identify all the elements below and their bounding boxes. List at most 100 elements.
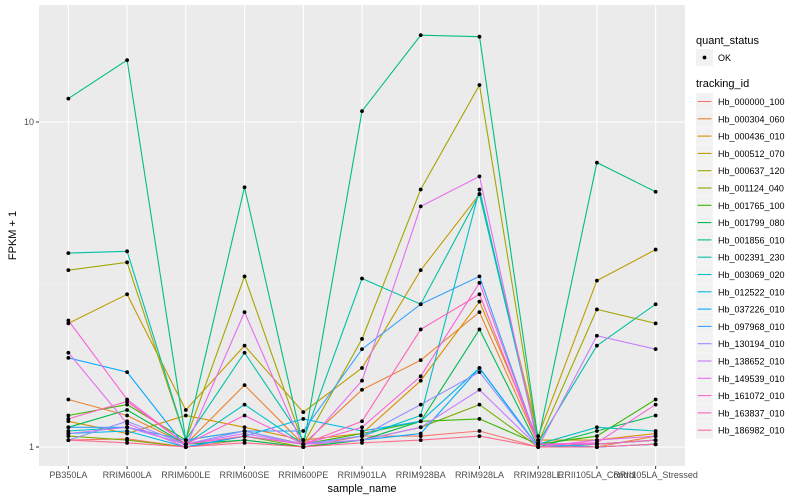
data-point-Hb_002391_230 xyxy=(653,302,658,307)
data-point-Hb_000512_070 xyxy=(242,343,247,348)
data-point-Hb_001856_010 xyxy=(595,160,599,165)
data-point-Hb_163837_010 xyxy=(418,327,423,332)
data-point-Hb_186982_010 xyxy=(595,445,599,449)
data-point-Hb_000304_060 xyxy=(66,397,71,402)
data-point-Hb_138652_010 xyxy=(125,425,129,430)
data-point-Hb_163837_010 xyxy=(477,292,482,297)
x-tick-label: RRIM600PE xyxy=(278,470,328,480)
data-point-Hb_003069_020 xyxy=(653,429,658,433)
legend-label-Hb_097968_010: Hb_097968_010 xyxy=(718,322,785,332)
data-point-Hb_000637_120 xyxy=(595,307,599,312)
data-point-Hb_186982_010 xyxy=(477,434,482,439)
data-point-Hb_000637_120 xyxy=(477,83,482,87)
data-point-Hb_012522_010 xyxy=(301,417,306,421)
data-point-Hb_001799_080 xyxy=(477,327,482,332)
y-axis: 1 10 xyxy=(24,117,39,452)
legend-label-Hb_012522_010: Hb_012522_010 xyxy=(718,287,785,297)
data-point-Hb_037226_010 xyxy=(66,355,71,360)
data-point-Hb_002391_230 xyxy=(66,251,71,256)
x-axis-title: sample_name xyxy=(327,483,396,495)
data-point-Hb_138652_010 xyxy=(360,438,364,443)
data-point-Hb_149539_010 xyxy=(418,204,423,209)
data-point-Hb_163837_010 xyxy=(66,417,71,421)
legend-label-Hb_003069_020: Hb_003069_020 xyxy=(718,270,785,280)
data-point-Hb_001856_010 xyxy=(242,185,247,190)
data-point-Hb_163837_010 xyxy=(125,399,129,404)
data-point-Hb_003069_020 xyxy=(242,402,247,407)
legend-label-Hb_001799_080: Hb_001799_080 xyxy=(718,218,785,228)
data-point-Hb_001765_100 xyxy=(595,434,599,439)
data-point-Hb_130194_010 xyxy=(477,370,482,375)
data-point-Hb_001799_080 xyxy=(242,438,247,443)
data-point-Hb_149539_010 xyxy=(125,421,129,426)
data-point-Hb_002391_230 xyxy=(301,438,306,443)
data-point-Hb_001124_040 xyxy=(477,402,482,407)
data-point-Hb_186982_010 xyxy=(360,440,364,445)
legend-label-Hb_001856_010: Hb_001856_010 xyxy=(718,235,785,245)
x-tick-label: RRII105LA_Stressed xyxy=(613,470,698,480)
x-axis: PB350LA RRIM600LA RRIM600LE RRIM600SE RRIM60… xyxy=(49,466,698,480)
data-point-Hb_186982_010 xyxy=(418,438,423,443)
data-point-Hb_012522_010 xyxy=(125,429,129,433)
data-point-Hb_001856_010 xyxy=(360,109,364,114)
data-point-Hb_097968_010 xyxy=(418,302,423,307)
legend-label-Hb_000304_060: Hb_000304_060 xyxy=(718,114,785,124)
data-point-Hb_000512_070 xyxy=(653,247,658,252)
data-point-Hb_000512_070 xyxy=(418,268,423,273)
data-point-Hb_186982_010 xyxy=(242,440,247,445)
data-point-Hb_037226_010 xyxy=(418,431,423,436)
data-point-Hb_001765_100 xyxy=(66,413,71,418)
data-point-Hb_001124_040 xyxy=(125,438,129,443)
legend-label-Hb_000436_010: Hb_000436_010 xyxy=(718,132,785,142)
data-point-Hb_002391_230 xyxy=(125,249,129,254)
x-tick-label: RRIM600SE xyxy=(220,470,270,480)
legend-label-ok: OK xyxy=(718,53,731,63)
data-point-Hb_001856_010 xyxy=(536,438,541,443)
data-point-Hb_001799_080 xyxy=(653,413,658,418)
data-point-Hb_097968_010 xyxy=(477,274,482,279)
legend-label-Hb_130194_010: Hb_130194_010 xyxy=(718,339,785,349)
x-tick-label: RRIM600LE xyxy=(161,470,210,480)
data-point-Hb_001856_010 xyxy=(418,33,423,38)
y-tick-label: 1 xyxy=(29,442,34,452)
data-point-Hb_149539_010 xyxy=(242,310,247,315)
x-tick-label: RRII105LA_Control xyxy=(558,470,636,480)
data-point-Hb_149539_010 xyxy=(653,434,658,439)
data-point-Hb_149539_010 xyxy=(595,438,599,443)
x-tick-label: RRIM901LA xyxy=(337,470,386,480)
data-point-Hb_138652_010 xyxy=(477,387,482,392)
data-point-Hb_002391_230 xyxy=(595,343,599,348)
x-tick-label: RRIM600LA xyxy=(103,470,152,480)
legend-point-ok xyxy=(702,55,707,60)
data-point-Hb_161072_010 xyxy=(242,413,247,418)
x-tick-label: RRIM928LA xyxy=(455,470,504,480)
data-point-Hb_097968_010 xyxy=(66,425,71,430)
data-point-Hb_000304_060 xyxy=(477,310,482,315)
data-point-Hb_186982_010 xyxy=(301,445,306,449)
data-point-Hb_000512_070 xyxy=(595,278,599,283)
data-point-Hb_161072_010 xyxy=(477,280,482,285)
data-point-Hb_161072_010 xyxy=(418,374,423,379)
data-point-Hb_001765_100 xyxy=(477,417,482,421)
data-point-Hb_001799_080 xyxy=(125,408,129,412)
data-point-Hb_000512_070 xyxy=(66,321,71,326)
legend-label-Hb_000637_120: Hb_000637_120 xyxy=(718,166,785,176)
data-point-Hb_163837_010 xyxy=(242,434,247,439)
legend-label-Hb_161072_010: Hb_161072_010 xyxy=(718,391,785,401)
legend-label-Hb_163837_010: Hb_163837_010 xyxy=(718,408,785,418)
data-point-Hb_186982_010 xyxy=(183,445,188,449)
x-tick-label: PB350LA xyxy=(49,470,87,480)
data-point-Hb_000436_010 xyxy=(183,413,188,418)
data-point-Hb_000512_070 xyxy=(125,292,129,297)
data-point-Hb_186982_010 xyxy=(66,438,71,443)
series-points xyxy=(66,33,658,449)
legend-title-quant-status: quant_status xyxy=(696,35,759,47)
data-point-Hb_138652_010 xyxy=(595,333,599,338)
data-point-Hb_037226_010 xyxy=(477,366,482,370)
data-point-Hb_097968_010 xyxy=(301,429,306,433)
legend-label-Hb_138652_010: Hb_138652_010 xyxy=(718,357,785,367)
x-tick-label: RRIM928LE xyxy=(514,470,563,480)
data-point-Hb_138652_010 xyxy=(66,431,71,436)
legend-label-Hb_001765_100: Hb_001765_100 xyxy=(718,201,785,211)
data-point-Hb_001856_010 xyxy=(125,58,129,63)
